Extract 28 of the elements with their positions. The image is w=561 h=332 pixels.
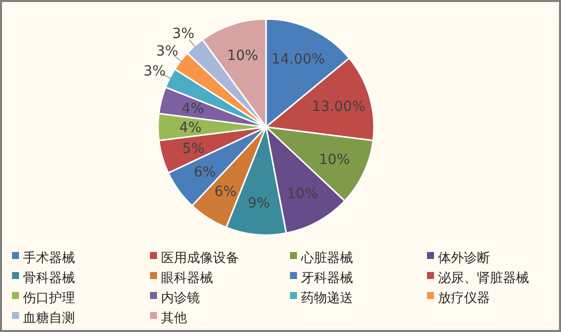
legend-label: 心脏器械: [300, 250, 353, 266]
legend-label: 其他: [161, 311, 187, 326]
data-label: 6%: [214, 184, 237, 200]
data-label: 6%: [194, 164, 216, 180]
legend-label: 体外诊断: [438, 251, 490, 266]
data-label: 10%: [286, 186, 318, 202]
legend-label: 泌尿、肾脏器械: [438, 271, 529, 286]
legend-label: 药物递送: [301, 291, 353, 306]
legend-label: 伤口护理: [23, 291, 75, 306]
legend-label: 手术器械: [23, 251, 75, 266]
data-label: 14.00%: [271, 52, 325, 68]
data-label: 3%: [156, 43, 178, 60]
data-label: 4%: [179, 120, 202, 136]
data-label: 3%: [172, 26, 194, 42]
data-label: 4%: [182, 101, 204, 118]
data-label: 5%: [182, 141, 205, 158]
legend-label: 放疗仪器: [438, 291, 490, 306]
data-label: 10%: [318, 152, 350, 168]
legend-label: 牙科器械: [301, 271, 353, 286]
data-label: 3%: [144, 63, 166, 80]
data-label: 13.00%: [312, 98, 366, 115]
legend-label: 内诊镜: [161, 291, 200, 306]
legend-label: 医用成像设备: [161, 251, 239, 266]
legend-label: 血糖自测: [23, 311, 75, 326]
legend-label: 眼科器械: [161, 271, 213, 286]
data-label: 9%: [248, 195, 270, 212]
legend-label: 骨科器械: [23, 271, 75, 286]
data-label: 10%: [227, 48, 258, 64]
